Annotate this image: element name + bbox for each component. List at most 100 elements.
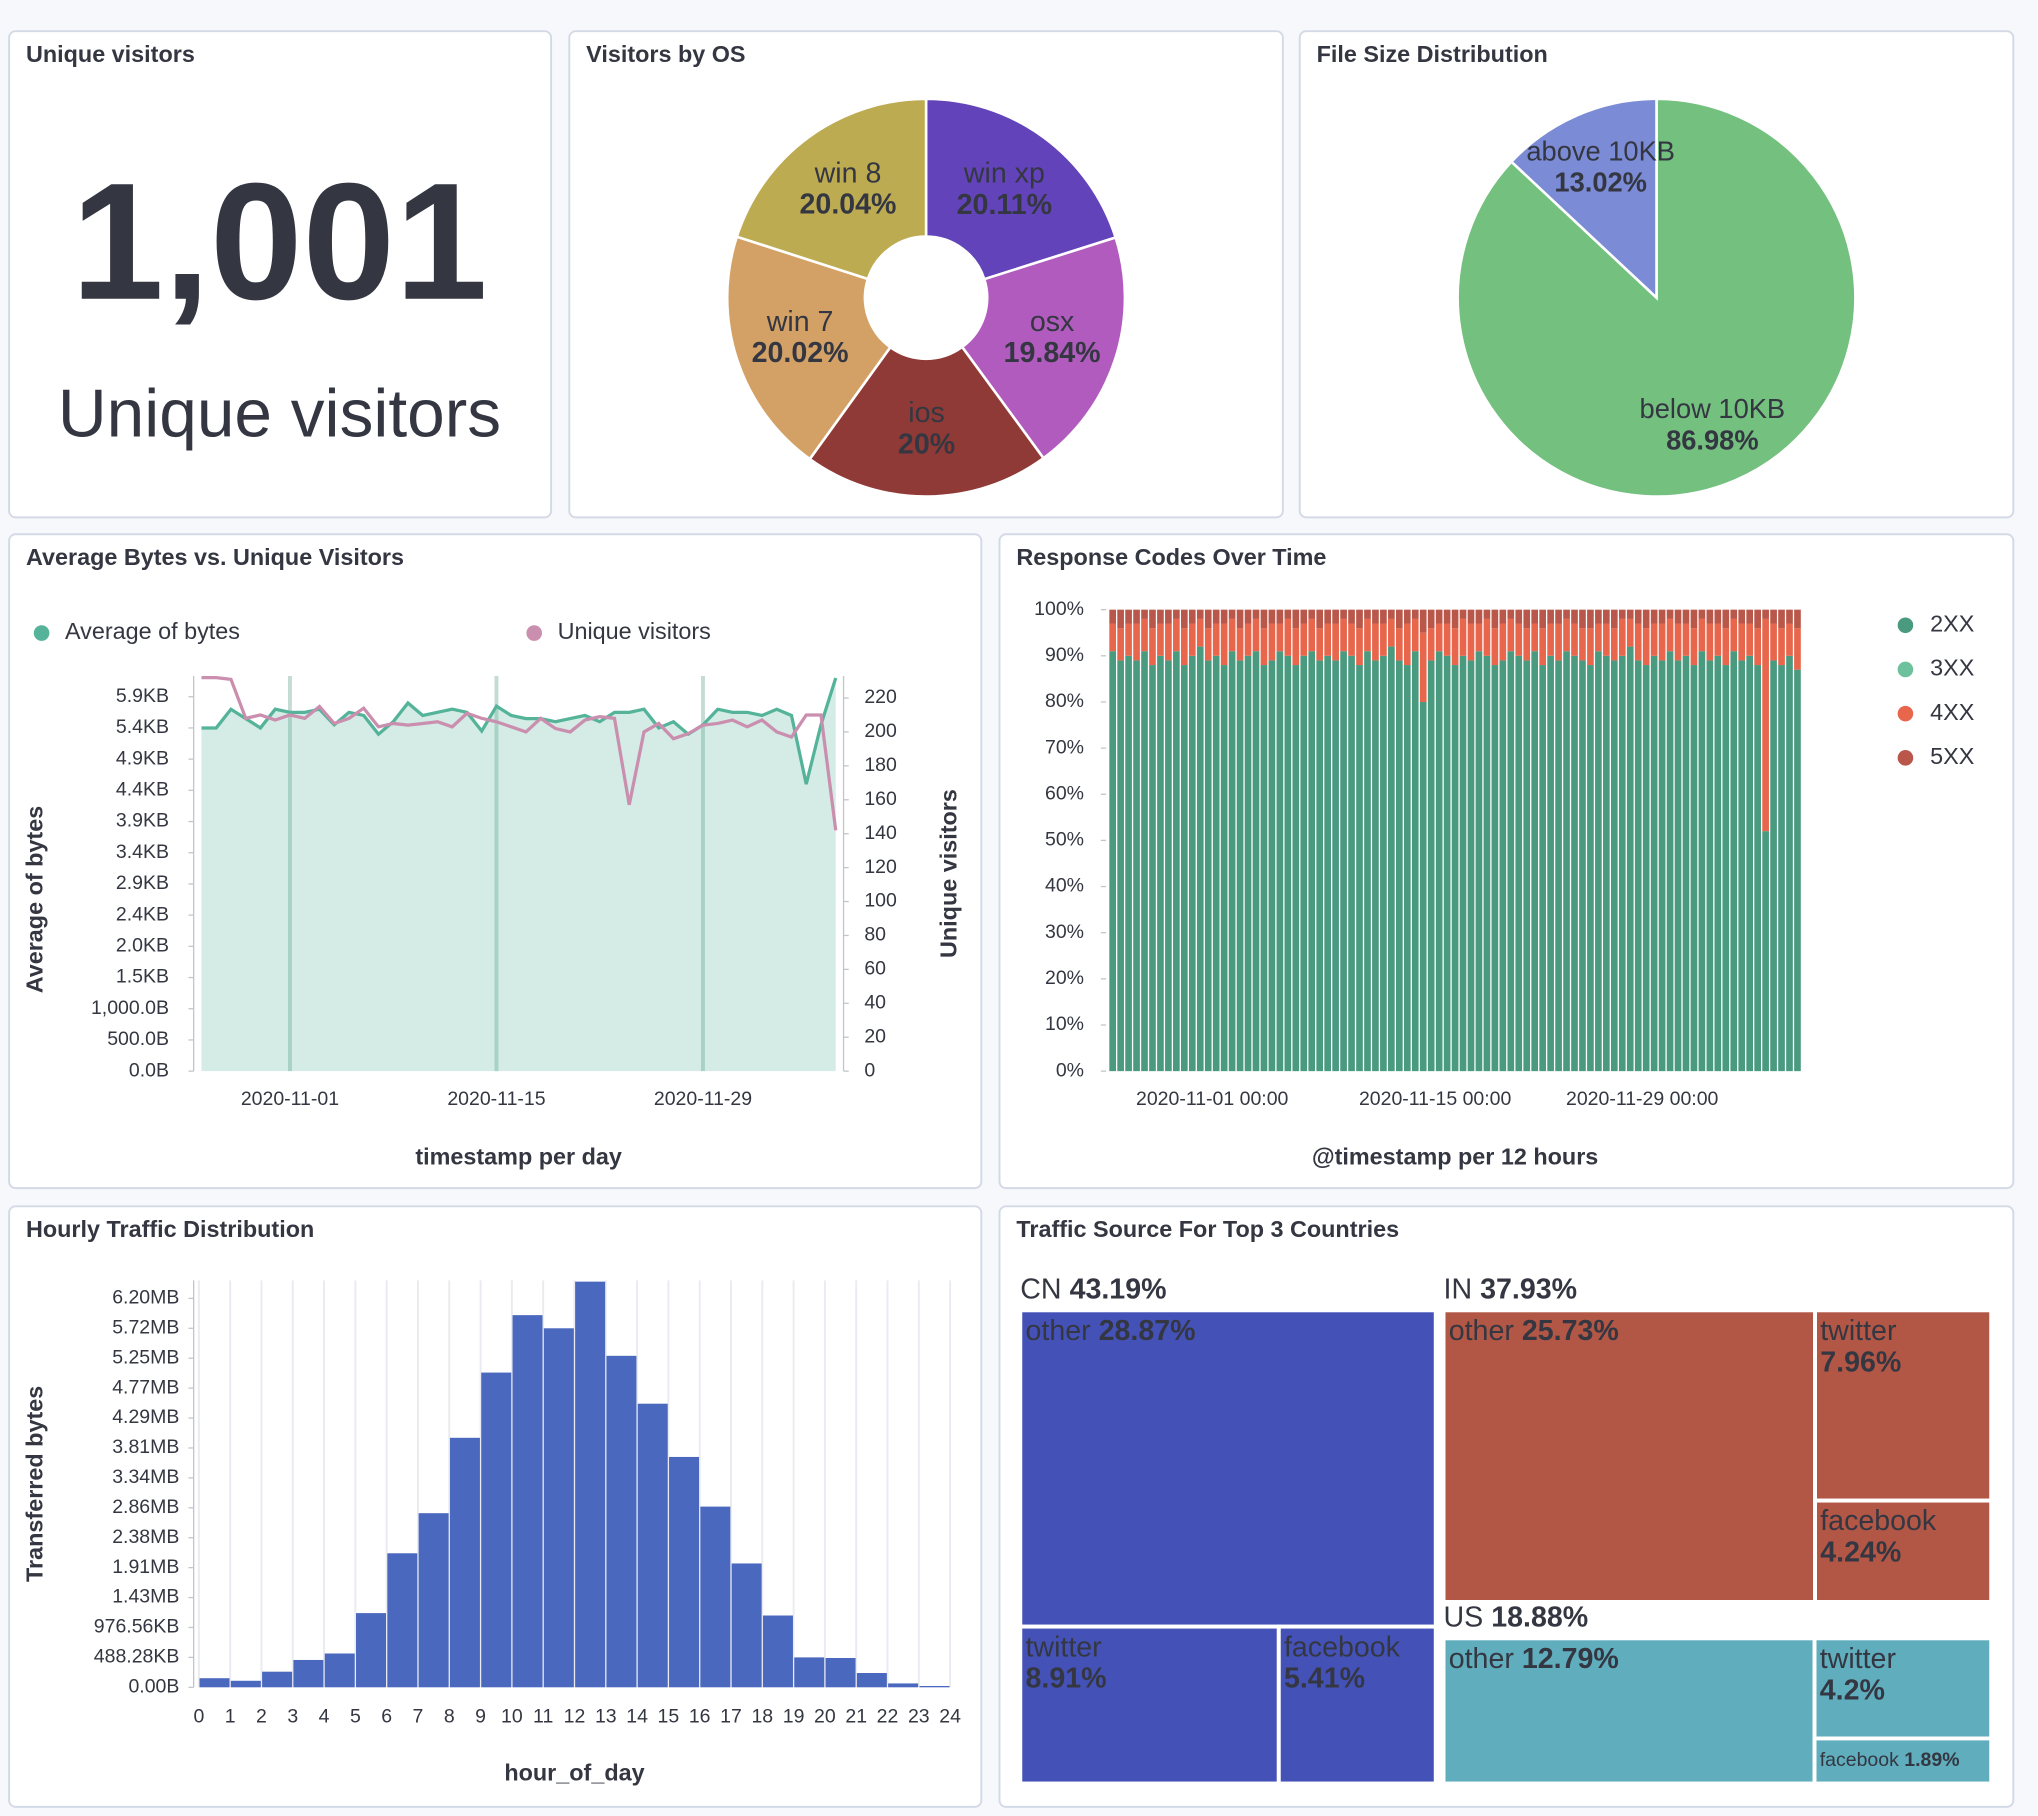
bar bbox=[637, 1403, 668, 1688]
y2-tick-label: 120 bbox=[864, 856, 897, 878]
bar-segment bbox=[1547, 609, 1554, 624]
bar-segment bbox=[1698, 609, 1706, 619]
bar-segment bbox=[1403, 623, 1411, 666]
node-value: 28.87% bbox=[1099, 1315, 1196, 1347]
bar-segment bbox=[1300, 623, 1308, 656]
bar-segment bbox=[1467, 660, 1475, 1072]
bar-segment bbox=[1212, 623, 1220, 656]
panel bbox=[568, 30, 1284, 519]
bar-segment bbox=[1188, 609, 1196, 624]
bar-segment bbox=[1539, 628, 1546, 666]
node-value: 12.79% bbox=[1522, 1643, 1619, 1675]
x-tick-label: 20 bbox=[814, 1705, 836, 1727]
bar-segment bbox=[1555, 609, 1562, 624]
bar-segment bbox=[1236, 628, 1244, 661]
bar-segment bbox=[1658, 660, 1666, 1072]
bar-segment bbox=[1786, 623, 1793, 656]
y-tick-label: 0% bbox=[1056, 1059, 1084, 1081]
bar-segment bbox=[1372, 623, 1379, 661]
bar-segment bbox=[1642, 609, 1650, 629]
slice-label: win 7 bbox=[766, 306, 834, 338]
bar-segment bbox=[1443, 623, 1451, 656]
bar-segment bbox=[1180, 609, 1188, 629]
bar-segment bbox=[1515, 655, 1523, 1072]
bar-segment bbox=[1682, 623, 1690, 656]
bar-segment bbox=[1372, 609, 1379, 624]
bar-segment bbox=[1794, 609, 1801, 629]
y-tick-label: 70% bbox=[1045, 736, 1084, 758]
bar bbox=[324, 1653, 355, 1688]
panel-title: Unique visitors bbox=[26, 41, 195, 67]
bar-segment bbox=[1332, 660, 1339, 1072]
bar-segment bbox=[1141, 609, 1148, 619]
bar-segment bbox=[1722, 628, 1730, 666]
bar-segment bbox=[1539, 665, 1546, 1072]
bar-segment bbox=[1324, 623, 1331, 656]
bar-segment bbox=[1451, 665, 1459, 1072]
y2-tick-label: 60 bbox=[864, 958, 886, 980]
bar-segment bbox=[1459, 618, 1467, 656]
node-name: CN bbox=[1020, 1273, 1061, 1305]
panel-title: Response Codes Over Time bbox=[1016, 544, 1326, 570]
bar-segment bbox=[1308, 651, 1316, 1072]
bar-segment bbox=[1236, 660, 1244, 1072]
bar-segment bbox=[1244, 655, 1252, 1072]
bar-segment bbox=[1730, 618, 1738, 652]
bar-segment bbox=[1579, 660, 1586, 1072]
bar bbox=[543, 1328, 574, 1688]
node-name: other bbox=[1449, 1315, 1515, 1347]
bar-segment bbox=[1778, 665, 1785, 1072]
bar-segment bbox=[1714, 609, 1722, 624]
bar-segment bbox=[1626, 609, 1634, 619]
bar-segment bbox=[1794, 669, 1801, 1072]
bar-segment bbox=[1188, 623, 1196, 656]
slice-label: below 10KB bbox=[1640, 393, 1786, 424]
bar-segment bbox=[1571, 655, 1578, 1072]
bar-segment bbox=[1722, 665, 1730, 1072]
y-tick-label: 80% bbox=[1045, 690, 1084, 712]
bar-segment bbox=[1157, 623, 1164, 656]
bar-segment bbox=[1499, 609, 1507, 624]
y-tick-label: 3.4KB bbox=[116, 841, 169, 863]
bar-segment bbox=[1149, 609, 1156, 629]
bar-segment bbox=[1109, 609, 1116, 624]
bar-segment bbox=[1587, 609, 1594, 629]
bar-segment bbox=[1220, 665, 1228, 1072]
bar-segment bbox=[1364, 651, 1371, 1072]
bar-segment bbox=[1746, 655, 1754, 1072]
bar-segment bbox=[1220, 623, 1228, 666]
bar-segment bbox=[1133, 623, 1140, 661]
bar-segment bbox=[1610, 609, 1618, 629]
slice-label: win xp bbox=[963, 158, 1045, 190]
y-tick-label: 2.4KB bbox=[116, 903, 169, 925]
bar bbox=[888, 1683, 919, 1688]
y-tick-label: 2.86MB bbox=[112, 1496, 179, 1518]
y-tick-label: 30% bbox=[1045, 921, 1084, 943]
bar-segment bbox=[1109, 623, 1116, 652]
x-tick-label: 2020-11-29 bbox=[654, 1088, 752, 1110]
x-tick-label: 2 bbox=[256, 1705, 267, 1727]
y-tick-label: 2.9KB bbox=[116, 872, 169, 894]
bar-segment bbox=[1451, 609, 1459, 629]
bar-segment bbox=[1634, 623, 1642, 661]
bar-segment bbox=[1228, 609, 1236, 619]
bar-segment bbox=[1380, 609, 1387, 624]
bar-segment bbox=[1117, 609, 1124, 629]
y-tick-label: 2.0KB bbox=[116, 934, 169, 956]
bar-segment bbox=[1603, 623, 1610, 656]
legend-label: 3XX bbox=[1930, 655, 1975, 681]
bar-segment bbox=[1308, 609, 1316, 619]
legend-marker bbox=[1897, 750, 1914, 766]
bar-segment bbox=[1595, 609, 1602, 624]
bar-segment bbox=[1491, 609, 1499, 629]
bar-segment bbox=[1284, 655, 1292, 1072]
bar-segment bbox=[1276, 651, 1284, 1072]
bar-segment bbox=[1595, 651, 1602, 1072]
slice-label: osx bbox=[1030, 306, 1074, 338]
y-tick-label: 4.77MB bbox=[112, 1376, 179, 1398]
bar-segment bbox=[1698, 651, 1706, 1072]
bar-segment bbox=[1228, 618, 1236, 652]
bar-segment bbox=[1515, 609, 1523, 624]
x-tick-label: 0 bbox=[193, 1705, 204, 1727]
bar-segment bbox=[1268, 609, 1276, 624]
